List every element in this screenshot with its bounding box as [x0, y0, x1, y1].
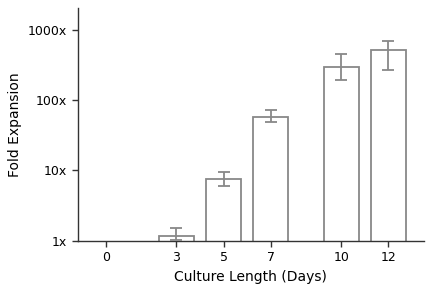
Bar [324, 67, 359, 292]
Bar [371, 50, 406, 292]
Bar [159, 237, 194, 292]
Y-axis label: Fold Expansion: Fold Expansion [8, 72, 22, 177]
Bar [206, 179, 241, 292]
Bar [253, 117, 288, 292]
X-axis label: Culture Length (Days): Culture Length (Days) [174, 270, 327, 284]
